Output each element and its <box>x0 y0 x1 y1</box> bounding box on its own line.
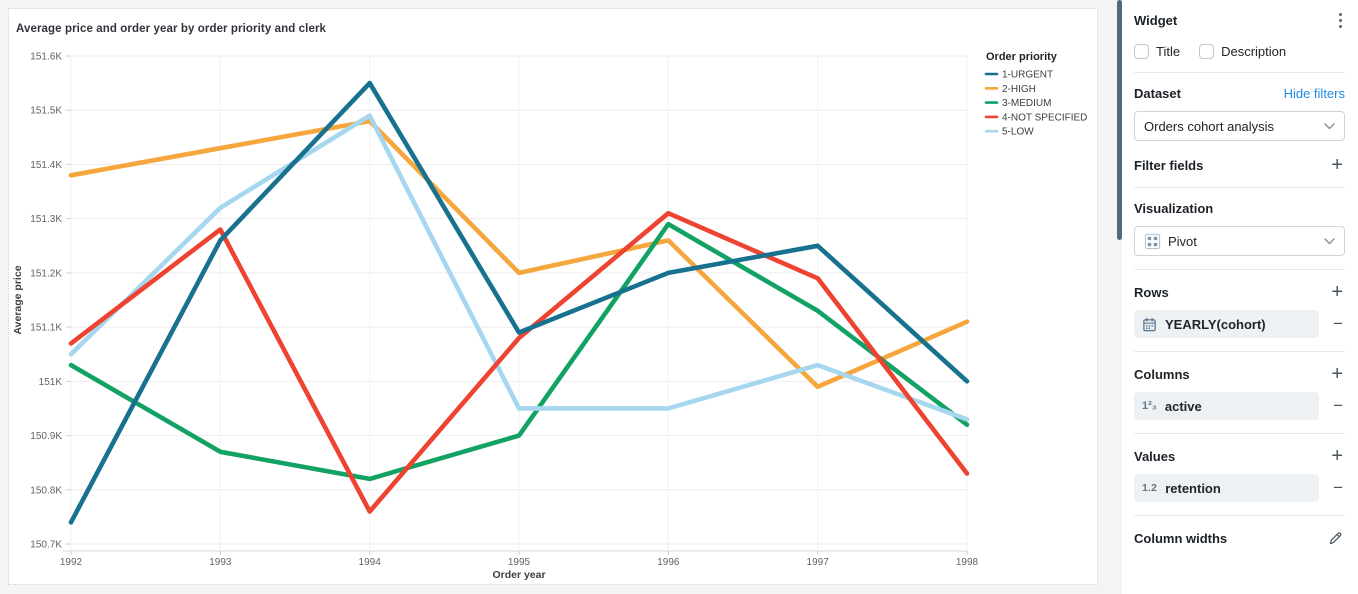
hide-filters-link[interactable]: Hide filters <box>1283 86 1345 101</box>
series-line-2-high <box>68 118 970 390</box>
dataset-select-value: Orders cohort analysis <box>1144 118 1275 134</box>
legend-label: 3-MEDIUM <box>1002 98 1051 109</box>
divider <box>1134 269 1345 270</box>
y-tick-label: 151.5K <box>30 106 62 117</box>
add-column-field-button[interactable]: + <box>1331 363 1343 385</box>
add-filter-field-button[interactable]: + <box>1331 154 1343 176</box>
chart-plot: 1992 1993 1994 1995 1996 1997 1998 150.7K 150.8K… <box>12 51 1087 581</box>
divider <box>1134 187 1345 188</box>
legend-item[interactable]: 5-LOW <box>984 127 1034 138</box>
column-widths-label: Column widths <box>1134 531 1228 546</box>
chevron-down-icon <box>1324 122 1335 129</box>
calendar-icon <box>1143 317 1156 331</box>
legend-title: Order priority <box>986 51 1058 63</box>
divider <box>1134 433 1345 434</box>
filter-fields-label: Filter fields <box>1134 157 1204 173</box>
x-tick-label: 1993 <box>209 557 232 568</box>
y-tick-label: 151.3K <box>30 214 62 225</box>
pivot-table-icon <box>1144 233 1161 249</box>
add-value-field-button[interactable]: + <box>1331 445 1343 467</box>
y-tick-label: 151.1K <box>30 323 62 334</box>
title-checkbox-label: Title <box>1156 44 1181 59</box>
remove-rows-field-button[interactable]: − <box>1333 314 1343 333</box>
edit-column-widths-button[interactable] <box>1326 529 1345 548</box>
visualization-select[interactable]: Pivot <box>1134 226 1345 256</box>
sidebar-scrollbar[interactable] <box>1117 0 1122 240</box>
description-checkbox[interactable] <box>1199 44 1215 59</box>
legend-item[interactable]: 4-NOT SPECIFIED <box>984 112 1087 123</box>
series-line-4-not-specified <box>68 210 970 514</box>
y-tick-label: 151.2K <box>30 268 62 279</box>
divider <box>1134 72 1345 73</box>
kebab-menu-icon <box>1339 13 1342 28</box>
values-field-name: retention <box>1165 480 1221 496</box>
legend-item[interactable]: 3-MEDIUM <box>984 98 1051 109</box>
pencil-icon <box>1329 532 1342 545</box>
x-tick-label: 1995 <box>508 557 531 568</box>
x-tick-label: 1997 <box>807 557 830 568</box>
series-line-1-urgent <box>68 80 970 525</box>
x-tick-label: 1992 <box>60 557 83 568</box>
legend-label: 1-URGENT <box>1002 70 1053 81</box>
widget-menu-button[interactable] <box>1336 10 1345 31</box>
legend-label: 2-HIGH <box>1002 84 1036 95</box>
sidebar-title: Widget <box>1134 13 1178 28</box>
dataset-label: Dataset <box>1134 86 1181 101</box>
columns-label: Columns <box>1134 366 1190 382</box>
add-row-field-button[interactable]: + <box>1331 281 1343 303</box>
legend-label: 5-LOW <box>1002 127 1034 138</box>
y-tick-label: 150.9K <box>30 431 62 442</box>
title-checkbox[interactable] <box>1134 44 1149 59</box>
chevron-down-icon <box>1324 237 1335 244</box>
y-tick-label: 150.8K <box>30 485 62 496</box>
divider <box>1134 515 1345 516</box>
chart-widget-card: Average price and order year by order pr… <box>8 8 1098 585</box>
values-field-pill[interactable]: 1.2 retention <box>1134 474 1319 502</box>
x-tick-label: 1998 <box>956 557 979 568</box>
columns-field-name: active <box>1164 398 1202 414</box>
legend-label: 4-NOT SPECIFIED <box>1002 112 1087 123</box>
rows-field-pill[interactable]: YEARLY(cohort) <box>1134 310 1319 338</box>
legend-item[interactable]: 1-URGENT <box>984 70 1053 81</box>
number-123-icon: 1²₃ <box>1142 400 1157 412</box>
values-label: Values <box>1134 448 1176 464</box>
series-line-3-medium <box>68 221 970 482</box>
x-tick-label: 1994 <box>359 557 382 568</box>
x-tick-label: 1996 <box>657 557 680 568</box>
rows-field-name: YEARLY(cohort) <box>1165 316 1266 332</box>
y-tick-label: 150.7K <box>30 540 62 551</box>
y-axis-title: Average price <box>12 265 24 334</box>
remove-columns-field-button[interactable]: − <box>1333 396 1343 415</box>
widget-config-sidebar: Widget Title Description Dataset Hide fi… <box>1122 0 1358 594</box>
y-tick-label: 151.4K <box>30 160 62 171</box>
y-tick-label: 151K <box>39 377 63 388</box>
remove-values-field-button[interactable]: − <box>1333 478 1343 497</box>
number-decimal-icon: 1.2 <box>1142 482 1158 494</box>
columns-field-pill[interactable]: 1²₃ active <box>1134 392 1319 420</box>
x-axis-title: Order year <box>492 569 545 581</box>
dataset-select[interactable]: Orders cohort analysis <box>1134 111 1345 141</box>
series-line-5-low <box>68 113 970 422</box>
visualization-select-value: Pivot <box>1168 233 1197 249</box>
visualization-label: Visualization <box>1134 201 1214 216</box>
chart-title: Average price and order year by order pr… <box>16 23 327 35</box>
legend-item[interactable]: 2-HIGH <box>984 84 1036 95</box>
y-tick-label: 151.6K <box>30 52 62 63</box>
description-checkbox-label: Description <box>1221 44 1287 59</box>
divider <box>1134 351 1345 352</box>
rows-label: Rows <box>1134 284 1169 300</box>
